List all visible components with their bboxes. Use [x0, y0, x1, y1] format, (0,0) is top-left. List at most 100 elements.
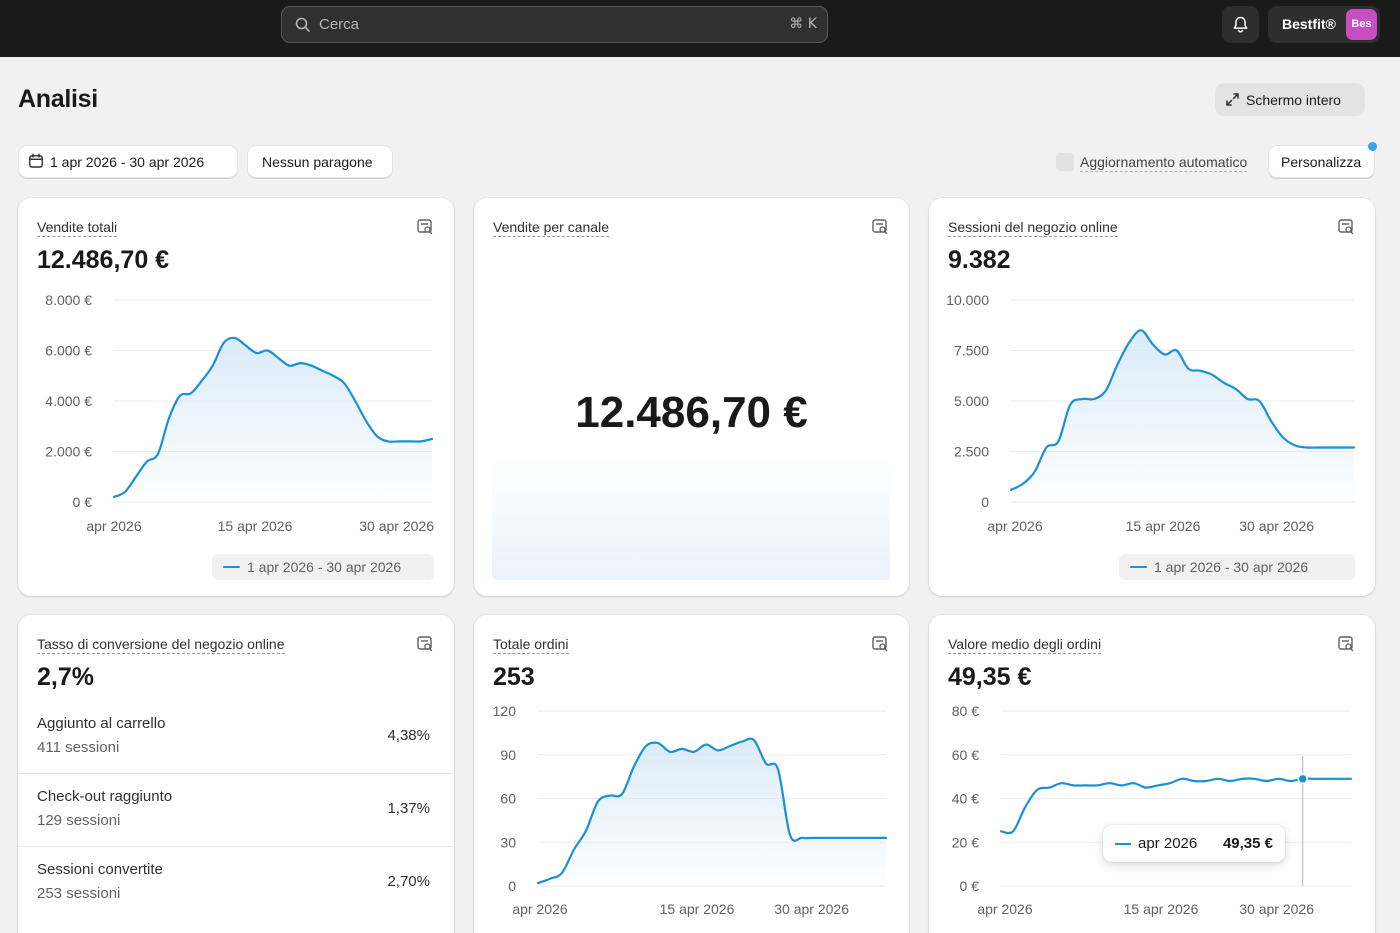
channel-placeholder [492, 456, 890, 580]
card-value: 9.382 [948, 246, 1011, 274]
series-area [114, 337, 432, 502]
top-bar: Cerca ⌘ K Bestfit® Bes [0, 0, 1400, 57]
funnel-percent: 2,70% [387, 873, 430, 890]
funnel-label: Aggiunto al carrello [37, 715, 166, 732]
card-total-sales: Vendite totali 12.486,70 € 8.000 € 6.000 … [18, 198, 454, 596]
card-title[interactable]: Totale ordini [493, 636, 569, 654]
card-value: 2,7% [37, 663, 94, 691]
customize-label: Personalizza [1281, 154, 1362, 170]
chart-legend[interactable]: 1 apr 2026 - 30 apr 2026 [212, 554, 434, 580]
y-tick-label: 120 [493, 703, 517, 719]
legend-line [223, 566, 240, 568]
big-value: 12.486,70 € [575, 388, 808, 437]
auto-refresh-checkbox[interactable] [1056, 153, 1074, 171]
fullscreen-label: Schermo intero [1246, 92, 1341, 108]
x-tick-label: 15 apr 2026 [660, 901, 735, 917]
tooltip-value: 49,35 € [1222, 835, 1273, 852]
bell-icon [1233, 16, 1248, 33]
aov-chart: 80 € 60 € 40 € 20 € 0 € apr 2026 15 apr 2026 30… [952, 703, 1353, 917]
y-tick-label: 0 [508, 878, 516, 894]
fullscreen-button[interactable]: Schermo intero [1215, 83, 1365, 116]
card-title[interactable]: Tasso di conversione del negozio online [37, 636, 285, 654]
chart-tooltip: apr 2026 49,35 € [1103, 825, 1285, 862]
y-tick-label: 40 € [952, 791, 979, 807]
legend-label: 1 apr 2026 - 30 apr 2026 [1154, 559, 1309, 575]
funnel-row: Aggiunto al carrello 411 sessioni 4,38% [18, 701, 452, 774]
legend-label: 1 apr 2026 - 30 apr 2026 [247, 559, 402, 575]
series-line [1009, 329, 1356, 491]
search-icon [295, 17, 310, 32]
sessions-chart: 10.000 7.500 5.000 2.500 0 apr 2026 15 apr 202… [946, 292, 1356, 534]
y-tick-label: 0 € [960, 878, 980, 894]
funnel-row: Sessioni convertite 253 sessioni 2,70% [18, 846, 452, 919]
y-tick-label: 90 [500, 747, 516, 763]
card-title[interactable]: Sessioni del negozio online [948, 219, 1118, 237]
series-line [999, 777, 1353, 835]
tooltip-label: apr 2026 [1138, 835, 1198, 852]
card-value: 253 [493, 663, 535, 691]
x-tick-label: 15 apr 2026 [1124, 901, 1199, 917]
funnel-percent: 4,38% [387, 727, 430, 744]
x-tick-label: apr 2026 [512, 901, 567, 917]
x-tick-label: 30 apr 2026 [774, 901, 849, 917]
card-title[interactable]: Vendite per canale [493, 219, 609, 237]
funnel-row: Check-out raggiunto 129 sessioni 1,37% [18, 773, 452, 846]
explore-icon[interactable] [1337, 635, 1355, 653]
card-title[interactable]: Valore medio degli ordini [948, 636, 1102, 654]
y-tick-label: 20 € [952, 834, 979, 850]
customize-button[interactable]: Personalizza [1268, 145, 1375, 178]
legend-line [1130, 566, 1147, 568]
auto-refresh-label[interactable]: Aggiornamento automatico [1080, 154, 1248, 172]
x-tick-label: 30 apr 2026 [1239, 518, 1314, 534]
explore-icon[interactable] [1337, 218, 1355, 236]
y-tick-label: 10.000 [946, 292, 989, 308]
card-title[interactable]: Vendite totali [37, 219, 118, 237]
series-line [112, 336, 434, 499]
y-tick-label: 7.500 [954, 343, 989, 359]
x-tick-label: apr 2026 [86, 518, 141, 534]
card-sessions: Sessioni del negozio online 9.382 10.000… [929, 198, 1375, 596]
date-range-picker[interactable]: 1 apr 2026 - 30 apr 2026 [18, 145, 238, 178]
chart-legend[interactable]: 1 apr 2026 - 30 apr 2026 [1119, 554, 1355, 580]
card-value: 49,35 € [948, 663, 1032, 691]
card-orders: Totale ordini 253 120 90 60 30 0 apr 2026 15 a… [474, 615, 909, 933]
search-shortcut: ⌘ K [789, 16, 817, 32]
card-value: 12.486,70 € [37, 246, 170, 274]
avatar: Bes [1346, 9, 1377, 40]
x-tick-label: 15 apr 2026 [1126, 518, 1201, 534]
series-area [1011, 330, 1354, 502]
calendar-icon [29, 153, 43, 168]
notifications-button[interactable] [1222, 6, 1259, 43]
explore-icon[interactable] [871, 635, 889, 653]
comparison-label: Nessun paragone [262, 154, 373, 170]
explore-icon[interactable] [416, 218, 434, 236]
explore-icon[interactable] [871, 218, 889, 236]
card-aov: Valore medio degli ordini 49,35 € 80 € 60… [929, 615, 1375, 933]
search-input[interactable]: Cerca ⌘ K [281, 6, 828, 43]
funnel-sessions: 129 sessioni [37, 812, 121, 829]
notification-dot [1368, 142, 1377, 151]
y-tick-label: 4.000 € [45, 393, 92, 409]
y-tick-label: 0 € [73, 494, 93, 510]
series-line [536, 737, 888, 885]
y-tick-label: 5.000 [954, 393, 989, 409]
x-tick-label: 30 apr 2026 [359, 518, 434, 534]
x-tick-label: 30 apr 2026 [1239, 901, 1314, 917]
comparison-button[interactable]: Nessun paragone [247, 145, 393, 178]
orders-chart: 120 90 60 30 0 apr 2026 15 apr 2026 30 apr 2026 [493, 703, 888, 917]
y-tick-label: 80 € [952, 703, 979, 719]
y-tick-label: 8.000 € [45, 292, 92, 308]
y-tick-label: 6.000 € [45, 343, 92, 359]
funnel-sessions: 253 sessioni [37, 885, 121, 902]
x-tick-label: 15 apr 2026 [218, 518, 293, 534]
funnel-percent: 1,37% [387, 800, 430, 817]
page-title: Analisi [18, 85, 98, 113]
date-range-label: 1 apr 2026 - 30 apr 2026 [50, 154, 205, 170]
explore-icon[interactable] [416, 635, 434, 653]
y-tick-label: 60 € [952, 747, 979, 763]
y-tick-label: 2.500 [954, 444, 989, 460]
series-area [538, 738, 886, 886]
store-menu-button[interactable]: Bestfit® Bes [1268, 6, 1380, 43]
funnel-label: Check-out raggiunto [37, 788, 173, 805]
store-name: Bestfit® [1282, 16, 1336, 32]
